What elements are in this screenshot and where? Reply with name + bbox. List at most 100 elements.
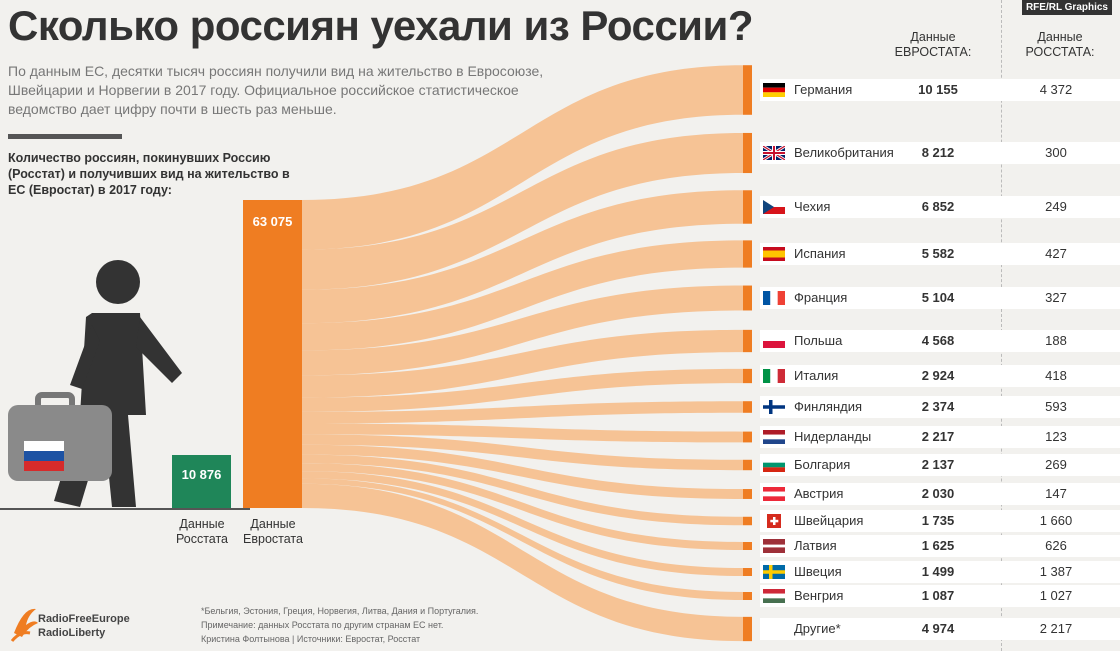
flow-target-bar — [743, 329, 752, 353]
hu-flag-icon — [763, 589, 785, 603]
country-name: Чехия — [794, 199, 831, 214]
eurostat-value: 2 030 — [921, 486, 955, 501]
flow-band — [302, 285, 743, 376]
table-row: Венгрия 1 087 1 027 — [760, 585, 1120, 607]
row-band — [760, 618, 1120, 640]
table-row: Германия 10 155 4 372 — [760, 79, 1120, 101]
row-band — [760, 196, 1120, 218]
eurostat-value: 5 104 — [921, 290, 955, 305]
country-name: Нидерланды — [794, 429, 872, 444]
bar-value-eurostat: 63 075 — [252, 214, 293, 229]
row-band — [760, 365, 1120, 387]
credit-badge: RFE/RL Graphics — [1021, 0, 1112, 15]
title-rule — [8, 134, 122, 139]
rosstat-value: 327 — [1045, 290, 1067, 305]
table-row: Австрия 2 030 147 — [760, 483, 1120, 505]
flow-target-bar — [743, 240, 752, 268]
flow-band — [302, 434, 743, 471]
flow-target-bar — [743, 459, 752, 471]
flow-band — [302, 483, 743, 642]
se-flag-icon — [763, 565, 785, 579]
flow-target-bar — [743, 368, 752, 384]
rosstat-value: 1 387 — [1039, 564, 1073, 579]
header-rosstat: Данные РОССТАТА: — [1025, 30, 1095, 59]
baseline — [0, 508, 250, 510]
flow-band — [302, 401, 743, 424]
country-name: Венгрия — [794, 588, 844, 603]
eurostat-value: 1 087 — [921, 588, 955, 603]
eurostat-value: 4 568 — [921, 333, 955, 348]
flow-target-bar — [743, 568, 752, 576]
flow-target-bar — [743, 542, 752, 550]
eurostat-value: 8 212 — [921, 145, 955, 160]
rosstat-value: 300 — [1045, 145, 1067, 160]
eurostat-value: 2 137 — [921, 457, 955, 472]
flow-band — [302, 454, 743, 526]
column-separator — [1001, 0, 1002, 651]
flow-target-bar — [743, 65, 752, 115]
table-row: Швеция 1 499 1 387 — [760, 561, 1120, 583]
flow-band — [302, 423, 743, 443]
eurostat-value: 4 974 — [921, 621, 955, 636]
row-band — [760, 287, 1120, 309]
pl-flag-icon — [763, 334, 785, 348]
eurostat-value: 6 852 — [921, 199, 955, 214]
rosstat-value: 249 — [1045, 199, 1067, 214]
bar-label-rosstat: Данные Росстата — [175, 517, 229, 546]
chart-note: Количество россиян, покинувших Россию (Р… — [8, 151, 290, 197]
logo-line-2: RadioLiberty — [38, 627, 106, 639]
row-band — [760, 454, 1120, 476]
rosstat-value: 2 217 — [1039, 621, 1073, 636]
table-row: Финляндия 2 374 593 — [760, 396, 1120, 418]
rosstat-value: 1 027 — [1039, 588, 1073, 603]
rosstat-value: 4 372 — [1039, 82, 1073, 97]
rosstat-value: 123 — [1045, 429, 1067, 444]
eurostat-value: 1 625 — [921, 538, 955, 553]
country-name: Великобритания — [794, 145, 894, 160]
es-flag-icon — [763, 247, 785, 261]
table-row: Болгария 2 137 269 — [760, 454, 1120, 476]
country-name: Австрия — [794, 486, 844, 501]
country-name: Испания — [794, 246, 846, 261]
country-name: Латвия — [794, 538, 837, 553]
flow-band — [302, 329, 743, 398]
flow-target-bar — [743, 132, 752, 174]
footnote-note: Примечание: данных Росстата по другим ст… — [201, 620, 444, 630]
country-name: Швейцария — [794, 513, 864, 528]
bg-flag-icon — [763, 458, 785, 472]
country-name: Франция — [794, 290, 848, 305]
row-band — [760, 79, 1120, 101]
flow-target-bar — [743, 401, 752, 413]
header-eurostat: Данные ЕВРОСТАТА: — [894, 30, 972, 59]
row-band — [760, 535, 1120, 557]
eurostat-value: 2 924 — [921, 368, 955, 383]
table-row: Латвия 1 625 626 — [760, 535, 1120, 557]
nl-flag-icon — [763, 430, 785, 444]
flow-target-bar — [743, 616, 752, 642]
flow-band — [302, 240, 743, 351]
flow-target-bar — [743, 190, 752, 224]
table-row: Швейцария 1 735 1 660 — [760, 510, 1120, 532]
row-band — [760, 396, 1120, 418]
eurostat-value: 1 499 — [921, 564, 955, 579]
table-row: Италия 2 924 418 — [760, 365, 1120, 387]
table-row: Великобритания 8 212 300 — [760, 142, 1120, 164]
country-name: Другие* — [794, 621, 841, 636]
rosstat-value: 147 — [1045, 486, 1067, 501]
row-band — [760, 426, 1120, 448]
bar-rosstat — [172, 455, 231, 508]
table-row: Испания 5 582 427 — [760, 243, 1120, 265]
row-band — [760, 243, 1120, 265]
ch-flag-icon — [763, 514, 785, 528]
flow-target-bar — [743, 489, 752, 499]
flow-target-bar — [743, 431, 752, 443]
table-row: Польша 4 568 188 — [760, 330, 1120, 352]
page-title: Сколько россиян уехали из России? — [8, 2, 753, 49]
rosstat-value: 1 660 — [1039, 513, 1073, 528]
rosstat-value: 418 — [1045, 368, 1067, 383]
country-name: Болгария — [794, 457, 851, 472]
it-flag-icon — [763, 369, 785, 383]
bar-eurostat — [243, 200, 302, 508]
table-row: Франция 5 104 327 — [760, 287, 1120, 309]
